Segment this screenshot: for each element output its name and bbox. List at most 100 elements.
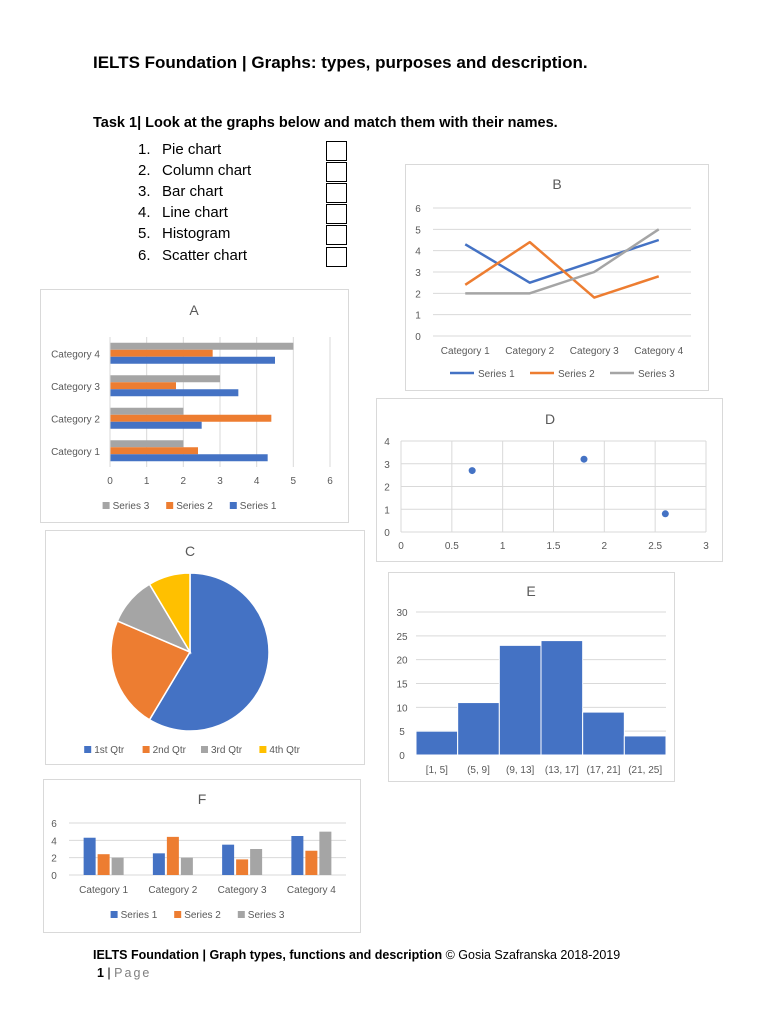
tick-label: 0 — [398, 541, 404, 552]
chart-d-frame: D 0 1 2 3 4 0 0.5 1 1.5 2 2.5 3 — [376, 398, 723, 562]
list-item: 2. Column chart — [138, 162, 252, 179]
chart-c: C 1st Qtr 2nd Qtr 3rd Qtr 4th Qtr — [84, 543, 301, 756]
tick-label: 1.5 — [547, 541, 561, 552]
tick-label: 1 — [384, 505, 390, 516]
category-label: Category 2 — [505, 346, 554, 357]
list-item: 4. Line chart — [138, 204, 228, 221]
tick-label: 30 — [396, 608, 408, 619]
list-item: 3. Bar chart — [138, 183, 223, 200]
column-bar — [305, 850, 318, 875]
tick-label: 4 — [384, 437, 390, 448]
option-label: Line chart — [162, 204, 228, 221]
category-label: Category 2 — [51, 414, 100, 425]
chart-e: E 0 5 10 15 20 25 30 [1, 5] (5, 9] (9, 13] (13, 17]… — [396, 583, 667, 776]
category-label: (21, 25] — [628, 765, 662, 776]
option-label: Bar chart — [162, 183, 223, 200]
pie-slice — [110, 619, 192, 721]
bar — [110, 389, 239, 397]
answer-checkbox[interactable] — [326, 162, 347, 182]
option-label: Histogram — [162, 225, 231, 242]
legend-label: Series 3 — [638, 369, 675, 380]
tick-label: 4 — [254, 476, 260, 487]
chart-title: E — [526, 583, 535, 599]
category-label: Category 3 — [570, 346, 619, 357]
chart-title: F — [198, 791, 207, 807]
task-instruction: Task 1| Look at the graphs below and mat… — [93, 115, 558, 131]
chart-e-frame: E 0 5 10 15 20 25 30 [1, 5] (5, 9] (9, 13] (13, 17]… — [388, 572, 675, 782]
column-bar — [250, 849, 263, 875]
chart-b: B 0 1 2 3 4 5 6 Category 1 Category 2 Category 3 Ca… — [415, 176, 691, 380]
answer-checkbox[interactable] — [326, 183, 347, 203]
bar — [110, 407, 184, 415]
tick-label: 2 — [415, 289, 421, 300]
bar — [110, 414, 272, 422]
tick-label: 2 — [51, 854, 57, 865]
tick-label: 5 — [399, 727, 405, 738]
category-label: Category 3 — [51, 382, 100, 393]
list-item: 5. Histogram — [138, 225, 231, 242]
legend-swatch — [237, 911, 245, 918]
legend-swatch — [102, 502, 110, 509]
legend-label: Series 2 — [558, 369, 595, 380]
tick-label: 2.5 — [648, 541, 662, 552]
page-number: 1 | Page — [97, 966, 151, 980]
category-label: Category 4 — [51, 349, 100, 360]
legend-swatch — [84, 746, 92, 753]
bar — [110, 454, 268, 462]
bar — [110, 356, 275, 364]
footer-copyright: © Gosia Szafranska 2018-2019 — [442, 948, 621, 962]
legend-label: 4th Qtr — [269, 745, 300, 756]
legend-label: 1st Qtr — [94, 745, 125, 756]
scatter-point — [661, 510, 669, 518]
legend-label: Series 3 — [248, 910, 285, 921]
category-label: (13, 17] — [545, 765, 579, 776]
page-separator: | — [103, 966, 115, 980]
category-label: Category 4 — [634, 346, 683, 357]
tick-label: 1 — [500, 541, 506, 552]
option-label: Scatter chart — [162, 247, 248, 264]
chart-title: C — [185, 543, 195, 559]
legend-swatch — [229, 502, 237, 509]
tick-label: 0 — [399, 751, 405, 762]
answer-checkbox[interactable] — [326, 247, 347, 267]
tick-label: 3 — [703, 541, 709, 552]
footer-title: IELTS Foundation | Graph types, function… — [93, 948, 443, 962]
option-label: Column chart — [162, 162, 252, 179]
tick-label: 4 — [51, 836, 57, 847]
legend-swatch — [174, 911, 182, 918]
tick-label: 10 — [396, 703, 408, 714]
answer-checkbox[interactable] — [326, 204, 347, 224]
tick-label: 2 — [602, 541, 608, 552]
tick-label: 2 — [384, 483, 390, 494]
histogram-bar — [415, 730, 459, 756]
legend-label: Series 1 — [121, 910, 158, 921]
bar — [110, 447, 198, 455]
pie-slice — [148, 572, 270, 732]
bar — [110, 342, 294, 350]
tick-label: 0 — [384, 528, 390, 539]
answer-checkbox[interactable] — [326, 225, 347, 245]
tick-label: 0.5 — [445, 541, 459, 552]
legend-swatch — [166, 502, 174, 509]
category-label: (5, 9] — [467, 765, 490, 776]
answer-checkbox[interactable] — [326, 141, 347, 161]
column-bar — [291, 836, 304, 875]
bar — [110, 440, 184, 448]
category-label: Category 4 — [287, 885, 336, 896]
legend-label: Series 3 — [113, 501, 150, 512]
column-bar — [180, 857, 193, 875]
chart-a-frame: A 0 1 2 3 4 5 6 Category 1 Category 2 Category 3 Ca… — [40, 289, 349, 523]
histogram-bar — [498, 644, 542, 756]
column-bar — [152, 853, 165, 875]
chart-a: A 0 1 2 3 4 5 6 Category 1 Category 2 Category 3 Ca… — [51, 302, 333, 512]
chart-title: B — [552, 176, 561, 192]
tick-label: 25 — [396, 632, 408, 643]
histogram-bar — [582, 711, 625, 756]
scatter-point — [468, 467, 476, 475]
bar — [110, 375, 220, 383]
legend-swatch — [142, 746, 150, 753]
list-item: 6. Scatter chart — [138, 247, 248, 264]
tick-label: 5 — [291, 476, 297, 487]
list-item: 1. Pie chart — [138, 141, 222, 158]
legend-swatch — [201, 746, 208, 753]
